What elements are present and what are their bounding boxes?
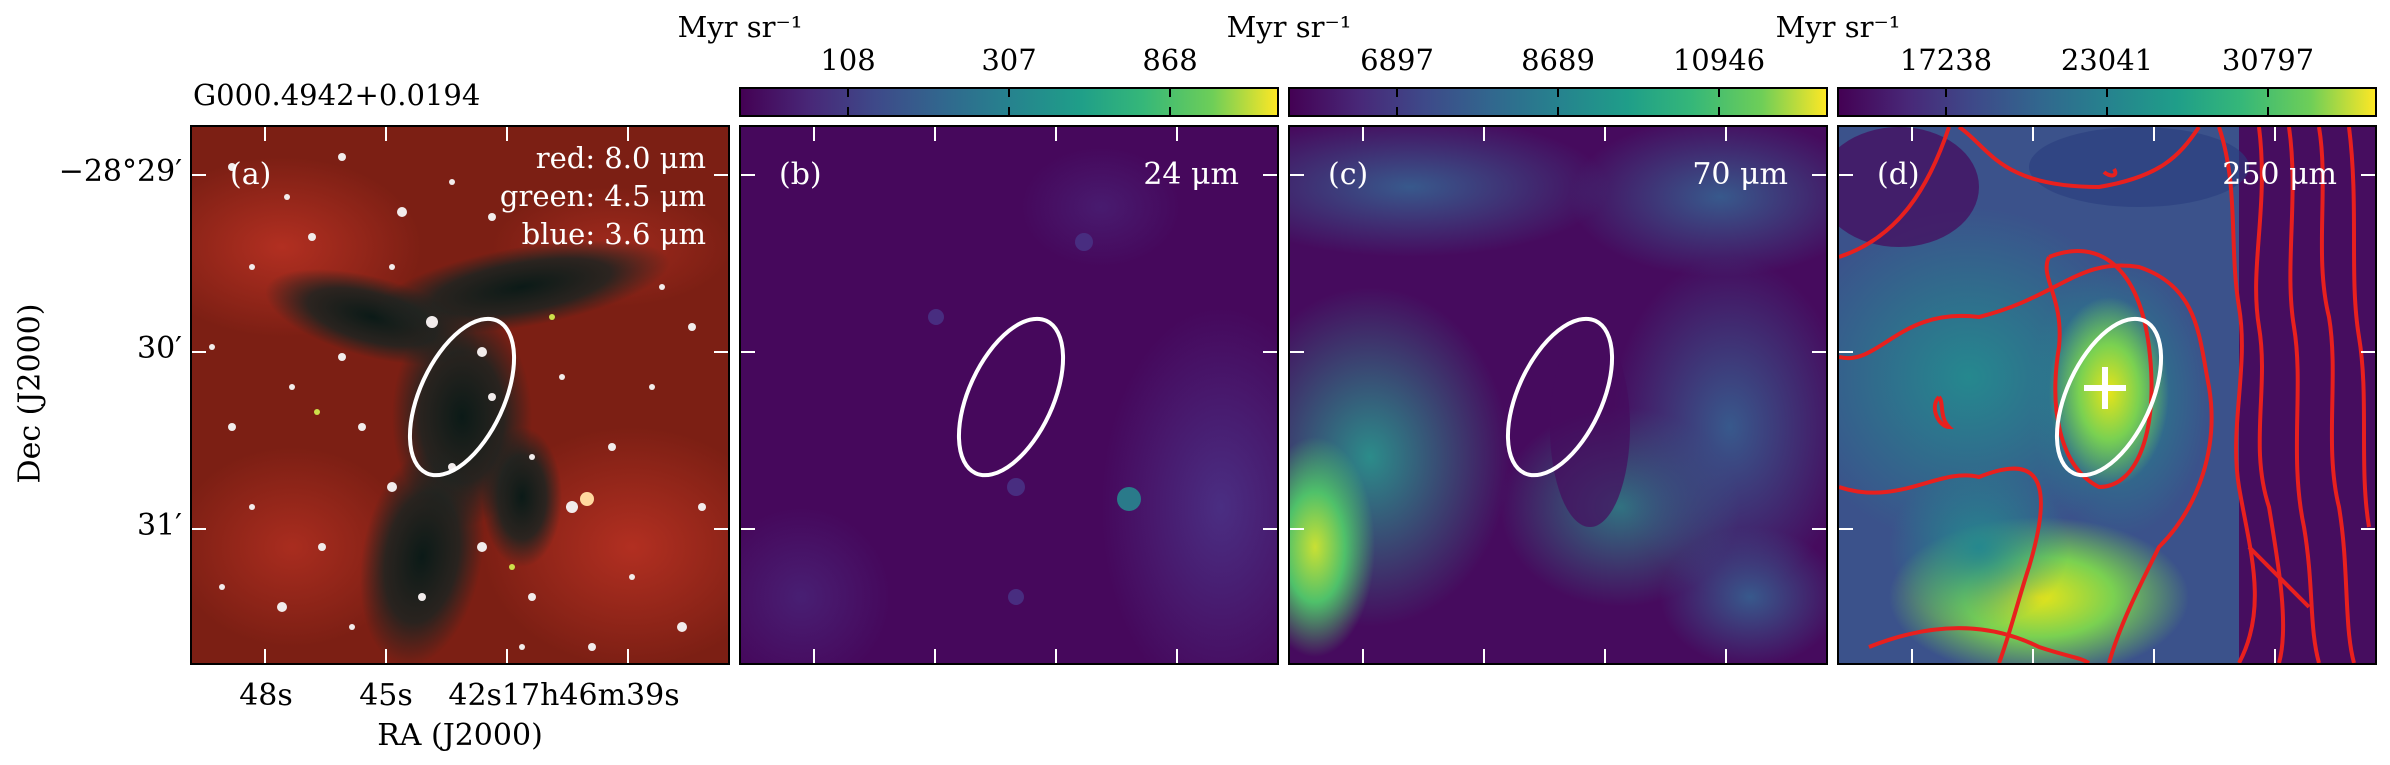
map-24um xyxy=(741,127,1277,663)
colorbar-tick-c-3: 10946 xyxy=(1672,43,1766,77)
panel-b-24um-image: (b) 24 μm xyxy=(739,125,1279,665)
colorbar-tick-b-1: 108 xyxy=(820,43,876,77)
panel-d-250um-image: (d) 250 μm xyxy=(1837,125,2377,665)
panel-c-70um-image: (c) 70 μm xyxy=(1288,125,1828,665)
y-axis-label: Dec (J2000) xyxy=(12,303,48,484)
wavelength-label-d: 250 μm xyxy=(2222,157,2337,192)
rgb-legend-red: red: 8.0 μm xyxy=(535,141,706,175)
colorbar-unit-c: Myr sr⁻¹ xyxy=(1226,10,1352,44)
colorbar-d xyxy=(1837,87,2377,117)
panel-label-d: (d) xyxy=(1877,157,1920,192)
rgb-legend-blue: blue: 3.6 μm xyxy=(521,217,706,251)
colorbar-tick-d-2: 23041 xyxy=(2060,43,2154,77)
peak-cross-marker xyxy=(2084,367,2126,409)
aperture-ellipse xyxy=(407,316,517,478)
wavelength-label-c: 70 μm xyxy=(1692,157,1788,192)
map-250um xyxy=(1839,127,2375,663)
rgb-legend-green: green: 4.5 μm xyxy=(499,179,706,213)
aperture-ellipse xyxy=(2054,316,2164,478)
contour-lines xyxy=(1839,127,2371,663)
colorbar-unit-b: Myr sr⁻¹ xyxy=(677,10,803,44)
panel-label-a: (a) xyxy=(230,157,272,192)
rgb-legend: red: 8.0 μm green: 4.5 μm blue: 3.6 μm xyxy=(500,139,706,253)
map-70um xyxy=(1290,127,1826,663)
y-tick-3: 31′ xyxy=(137,508,182,543)
x-tick-3: 42s17h46m39s xyxy=(448,678,680,713)
colorbar-tick-c-2: 8689 xyxy=(1521,43,1595,77)
colorbar-b xyxy=(739,87,1279,117)
panel-a-rgb-image: (a) red: 8.0 μm green: 4.5 μm blue: 3.6 … xyxy=(190,125,730,665)
colorbar-tick-b-3: 868 xyxy=(1142,43,1198,77)
colorbar-tick-c-1: 6897 xyxy=(1360,43,1434,77)
x-tick-1: 48s xyxy=(239,678,293,713)
colorbar-tick-d-3: 30797 xyxy=(2221,43,2315,77)
colorbar-c xyxy=(1288,87,1828,117)
x-tick-2: 45s xyxy=(359,678,413,713)
colorbar-tick-b-2: 307 xyxy=(981,43,1037,77)
colorbar-unit-d: Myr sr⁻¹ xyxy=(1775,10,1901,44)
y-tick-2: 30′ xyxy=(137,331,182,366)
y-tick-1: −28°29′ xyxy=(58,154,182,189)
aperture-ellipse xyxy=(1505,316,1615,478)
colorbar-tick-d-1: 17238 xyxy=(1899,43,1993,77)
rgb-composite-image xyxy=(192,127,728,663)
panel-label-c: (c) xyxy=(1328,157,1369,192)
source-name: G000.4942+0.0194 xyxy=(193,78,481,112)
panel-label-b: (b) xyxy=(779,157,822,192)
aperture-ellipse xyxy=(956,316,1066,478)
x-axis-label: RA (J2000) xyxy=(377,718,543,753)
wavelength-label-b: 24 μm xyxy=(1143,157,1239,192)
